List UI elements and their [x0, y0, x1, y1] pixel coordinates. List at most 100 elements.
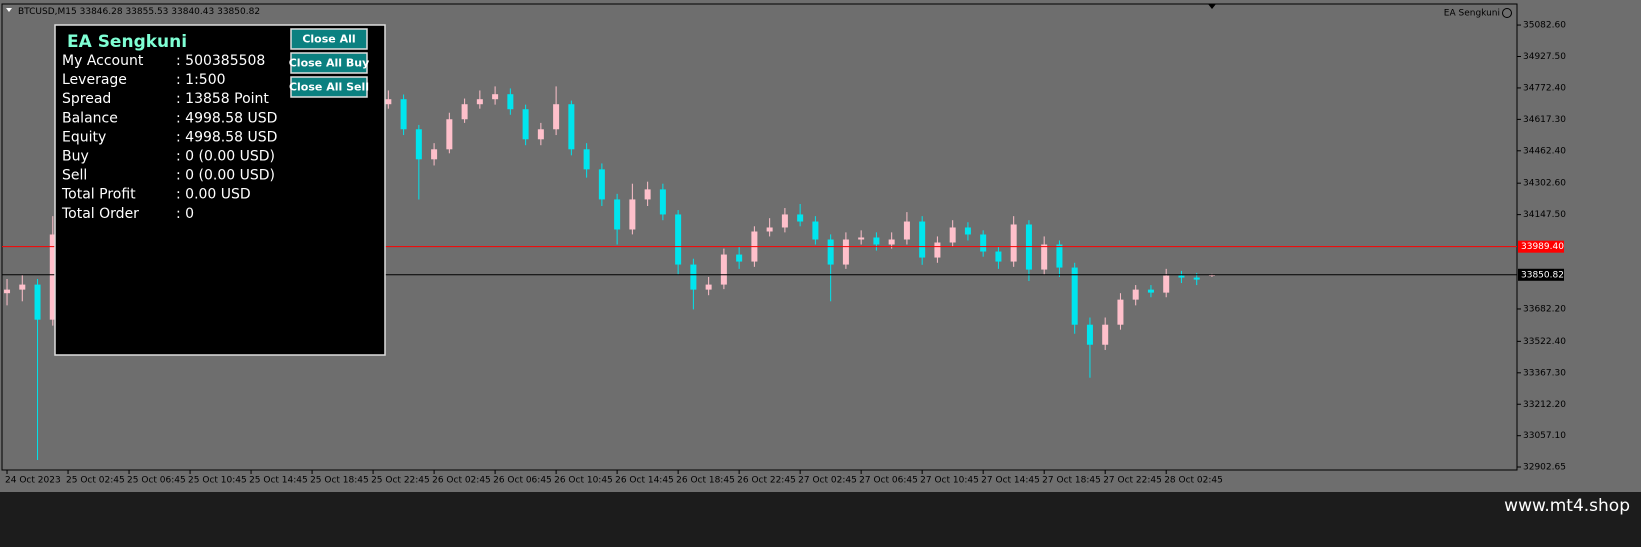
y-tick-label: 33522.40: [1523, 337, 1566, 347]
candle-body: [415, 129, 422, 160]
candle-body: [903, 221, 910, 240]
x-tick-label: 27 Oct 06:45: [859, 476, 918, 486]
row-label: Leverage: [62, 72, 127, 88]
row-value: : 1:500: [176, 72, 226, 88]
x-tick-label: 25 Oct 18:45: [310, 476, 369, 486]
candle-body: [888, 239, 895, 245]
shift-marker[interactable]: [1208, 4, 1216, 9]
footer-site: www.mt4.shop: [1504, 496, 1630, 516]
candle-body: [766, 227, 773, 232]
y-tick-label: 32902.65: [1523, 463, 1566, 473]
button[interactable]: [290, 52, 368, 74]
candle-body: [1132, 289, 1139, 300]
x-tick-label: 26 Oct 10:45: [554, 476, 613, 486]
candle-body: [858, 237, 865, 240]
smiley-icon: [1502, 8, 1512, 18]
indicator-name: EA Sengkuni: [1444, 9, 1500, 19]
button[interactable]: [290, 76, 368, 98]
candle-body: [949, 227, 956, 243]
button-label[interactable]: Close All: [302, 33, 355, 46]
candle-body: [49, 234, 56, 320]
menu-triangle[interactable]: [6, 8, 12, 12]
panel-buttons: Close All Close All Buy Close All Sell: [289, 28, 370, 98]
candle-body: [1071, 267, 1078, 325]
candle-body: [34, 284, 41, 320]
candle-body: [385, 99, 392, 105]
footer-bar: [0, 492, 1641, 547]
candle-body: [964, 227, 971, 235]
open-price: 33846.28: [80, 7, 123, 17]
button-label[interactable]: Close All Buy: [289, 57, 370, 70]
x-tick-label: 26 Oct 22:45: [737, 476, 796, 486]
candle-body: [995, 251, 1002, 262]
price-label: 33850.82: [1521, 270, 1564, 280]
candle-body: [827, 239, 834, 265]
x-tick-label: 26 Oct 06:45: [493, 476, 552, 486]
candle-body: [4, 289, 11, 294]
row-label: Equity: [62, 129, 106, 145]
axes: 35082.60 34927.50 34772.40 34617.30 34462.40…: [5, 21, 1566, 486]
candle-body: [1041, 244, 1048, 270]
row-label: Total Order: [61, 206, 139, 222]
candle-body: [720, 254, 727, 285]
row-label: Spread: [62, 91, 111, 107]
x-tick-label: 25 Oct 02:45: [66, 476, 125, 486]
row-label: Total Profit: [61, 187, 136, 203]
y-tick-label: 34462.40: [1523, 146, 1566, 156]
candle-body: [736, 254, 743, 262]
price-label: 33989.40: [1521, 242, 1564, 252]
row-value: : 0 (0.00 USD): [176, 168, 275, 184]
close-price: 33850.82: [217, 7, 260, 17]
candle-body: [644, 189, 651, 200]
x-tick-label: 27 Oct 14:45: [981, 476, 1040, 486]
candle-body: [614, 199, 621, 230]
row-value: : 0 (0.00 USD): [176, 149, 275, 165]
candle-body: [1086, 324, 1093, 345]
x-tick-label: 25 Oct 10:45: [188, 476, 247, 486]
candle-body: [583, 149, 590, 170]
x-tick-label: 27 Oct 18:45: [1042, 476, 1101, 486]
candle-body: [553, 104, 560, 130]
x-tick-label: 25 Oct 14:45: [249, 476, 308, 486]
candle-body: [522, 109, 529, 140]
candle-body: [1147, 289, 1154, 293]
row-value: : 4998.58 USD: [176, 110, 277, 126]
candle-body: [781, 214, 788, 228]
candle-body: [919, 221, 926, 258]
chart-header: BTCUSD,M15 33846.28 33855.53 33840.43 33…: [18, 7, 260, 17]
x-tick-label: 27 Oct 10:45: [920, 476, 979, 486]
symbol: BTCUSD,M15: [18, 7, 77, 17]
button-label[interactable]: Close All Sell: [289, 81, 369, 94]
y-tick-label: 34617.30: [1523, 115, 1566, 125]
candle-body: [1056, 244, 1063, 268]
y-tick-label: 34302.60: [1523, 179, 1566, 189]
row-label: Buy: [62, 149, 89, 165]
candle-body: [461, 104, 468, 120]
row-value: : 4998.58 USD: [176, 129, 277, 145]
row-value: : 13858 Point: [176, 91, 269, 107]
x-tick-label: 26 Oct 02:45: [432, 476, 491, 486]
x-tick-label: 24 Oct 2023: [5, 476, 61, 486]
candle-body: [873, 237, 880, 245]
candle-body: [568, 104, 575, 150]
y-tick-label: 33367.30: [1523, 368, 1566, 378]
low-price: 33840.43: [171, 7, 214, 17]
button[interactable]: [290, 28, 368, 50]
candle-body: [629, 199, 636, 230]
panel-title: EA Sengkuni: [67, 32, 187, 52]
candle-body: [492, 94, 499, 100]
y-tick-label: 33057.10: [1523, 431, 1566, 441]
candle-body: [400, 99, 407, 130]
row-value: : 500385508: [176, 53, 265, 69]
candle-body: [1010, 224, 1017, 262]
row-label: Sell: [62, 168, 87, 184]
candle-body: [476, 99, 483, 105]
candle-body: [934, 242, 941, 258]
x-tick-label: 27 Oct 22:45: [1103, 476, 1162, 486]
candle-body: [1117, 299, 1124, 325]
y-tick-label: 33682.20: [1523, 304, 1566, 314]
candle-body: [812, 221, 819, 240]
candle-body: [980, 234, 987, 252]
